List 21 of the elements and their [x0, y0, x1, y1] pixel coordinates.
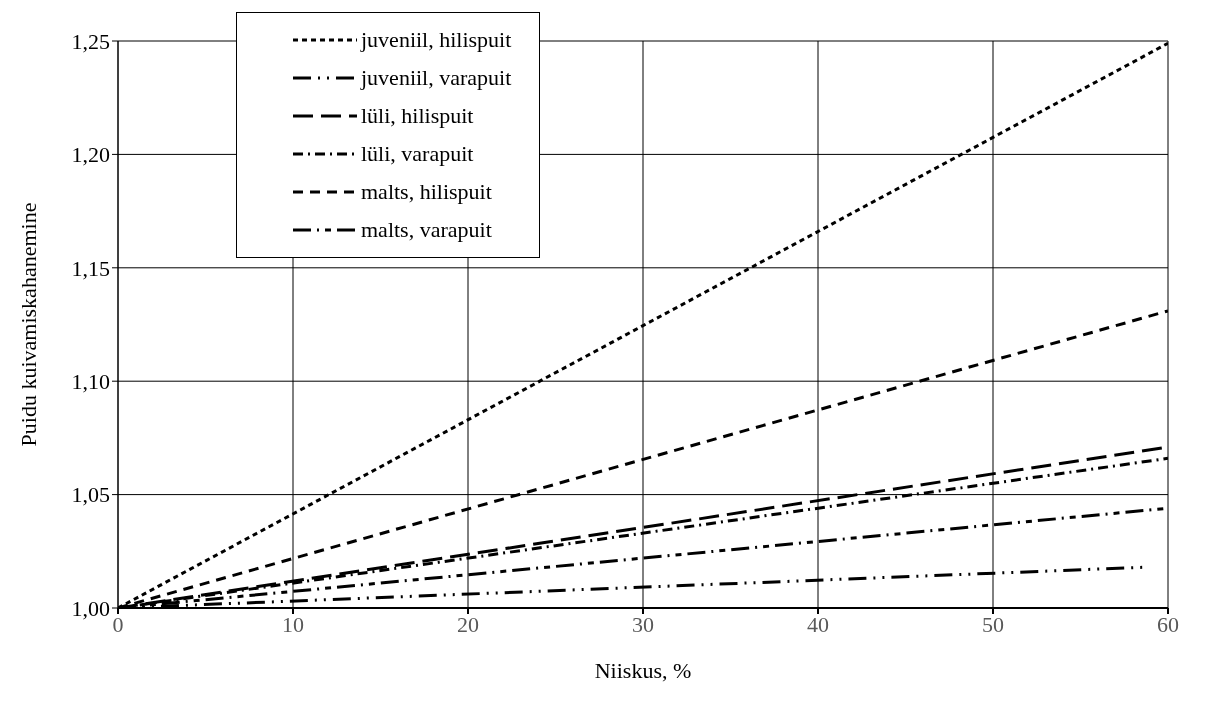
y-tick-label: 1,05 [71, 482, 110, 508]
y-tick-label: 1,00 [71, 595, 110, 621]
x-axis-title: Niiskus, % [594, 658, 692, 683]
legend-label: malts, hilispuit [361, 179, 492, 205]
legend-label: juveniil, varapuit [361, 65, 512, 91]
x-tick-label: 0 [112, 611, 124, 637]
y-tick-label: 1,20 [71, 142, 110, 168]
x-tick-label: 40 [807, 611, 829, 637]
y-tick-label: 1,25 [71, 28, 110, 54]
legend-label: juveniil, hilispuit [361, 27, 512, 53]
x-tick-label: 50 [982, 611, 1004, 637]
x-tick-label: 20 [457, 611, 479, 637]
x-tick-label: 60 [1157, 611, 1179, 637]
y-axis-title: Puidu kuivamiskahanemine [15, 202, 41, 447]
legend-label: lüli, varapuit [361, 141, 474, 167]
x-tick-label: 10 [282, 611, 304, 637]
y-tick-label: 1,10 [71, 369, 110, 395]
legend-label: malts, varapuit [361, 217, 492, 243]
y-tick-label: 1,15 [71, 255, 110, 281]
x-tick-label: 30 [632, 611, 654, 637]
legend-label: lüli, hilispuit [361, 103, 474, 129]
